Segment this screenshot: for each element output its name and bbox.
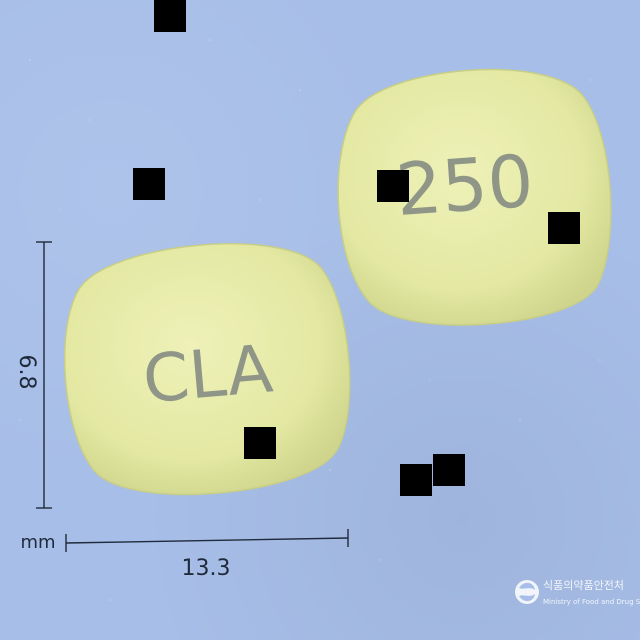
width-dimension	[65, 529, 349, 552]
speckle-texture	[19, 39, 601, 601]
tablet-back-imprint: 250	[393, 139, 536, 232]
mfds-logo	[515, 580, 539, 604]
height-label: 6.8	[14, 355, 39, 390]
width-label: 13.3	[182, 556, 231, 581]
tablet-front-imprint: CLA	[140, 330, 276, 418]
redaction-square	[244, 427, 276, 459]
watermark-korean: 식품의약품안전처	[543, 578, 624, 592]
watermark-english: Ministry of Food and Drug Safety	[543, 598, 640, 606]
redaction-square	[154, 0, 186, 32]
tablet-back: 250	[337, 68, 612, 326]
redaction-square	[433, 454, 465, 486]
redaction-square	[548, 212, 580, 244]
redaction-square	[133, 168, 165, 200]
height-dimension	[36, 241, 52, 509]
redaction-square	[400, 464, 432, 496]
redaction-square	[377, 170, 409, 202]
unit-label: mm	[20, 532, 55, 553]
tablet-front: CLA	[63, 243, 351, 496]
